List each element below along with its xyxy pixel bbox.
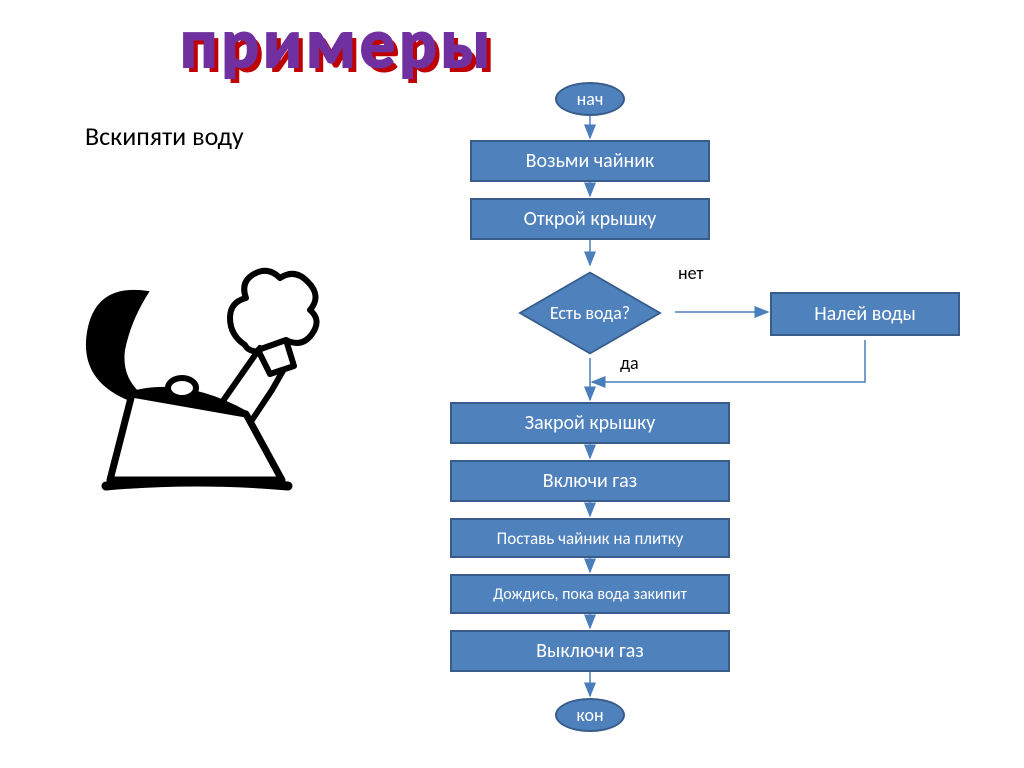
flow-end: кон xyxy=(555,698,625,732)
flow-step-branch: Налей воды xyxy=(770,292,960,336)
flow-step-8: Выключи газ xyxy=(450,630,730,672)
flow-start: нач xyxy=(555,82,625,116)
flow-step-6: Поставь чайник на плитку xyxy=(450,518,730,558)
flow-step-1: Возьми чайник xyxy=(470,140,710,182)
page-title: примеры xyxy=(180,0,495,86)
edge-label-yes: да xyxy=(620,352,639,374)
edge-label-no: нет xyxy=(678,262,703,284)
flow-step-4: Закрой крышку xyxy=(450,402,730,444)
flow-step-7: Дождись, пока вода закипит xyxy=(450,574,730,614)
flow-decision-1: Есть вода? xyxy=(528,270,652,356)
flow-step-2: Открой крышку xyxy=(470,198,710,240)
kettle-illustration xyxy=(70,240,360,500)
subtitle: Вскипяти воду xyxy=(85,120,244,152)
flow-step-5: Включи газ xyxy=(450,460,730,502)
